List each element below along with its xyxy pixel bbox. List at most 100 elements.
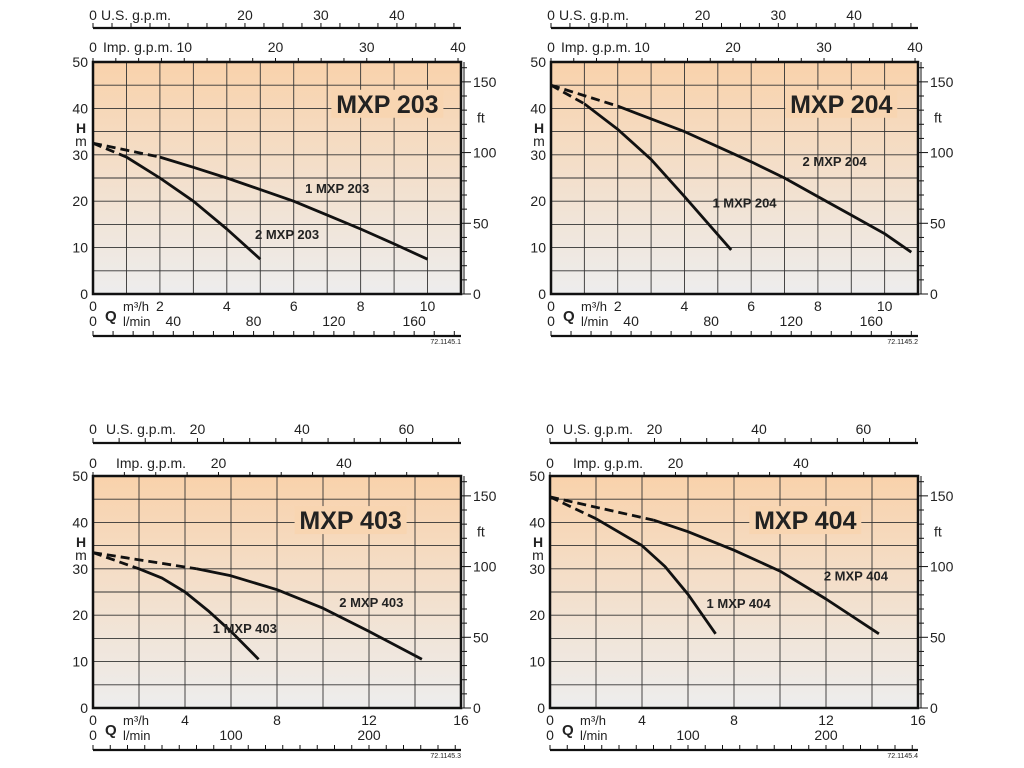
imp-gpm-tick-label: 30 — [816, 39, 832, 55]
m3h-tick-label: 0 — [547, 298, 555, 314]
y-tick-label-ft: 0 — [930, 700, 938, 716]
us-gpm-tick-label: 20 — [647, 421, 663, 437]
x-axis-label-q: Q — [562, 722, 574, 739]
y-tick-label-ft: 150 — [930, 488, 954, 504]
y-tick-label-m: 40 — [529, 514, 545, 530]
y-tick-label-m: 10 — [72, 240, 88, 256]
imp-gpm-tick-label: 20 — [211, 455, 227, 471]
chart-title: MXP 403 — [299, 507, 401, 535]
imp-gpm-tick-label: 10 — [176, 39, 192, 55]
y-tick-label-m: 10 — [530, 240, 546, 256]
m3h-tick-label: 12 — [818, 712, 834, 728]
lmin-tick-label: 0 — [89, 727, 97, 743]
y-tick-label-m: 10 — [72, 654, 88, 670]
y-tick-label-m: 30 — [530, 147, 546, 163]
m3h-tick-label: 0 — [546, 712, 554, 728]
imp-gpm-tick-label: 40 — [793, 455, 809, 471]
title-backdrop — [331, 89, 444, 118]
y-tick-label-ft: 50 — [473, 629, 489, 645]
us-gpm-tick-label: 40 — [846, 7, 862, 23]
y-tick-label-m: 40 — [530, 100, 546, 116]
curve-2-mxp-204 — [617, 104, 913, 254]
m3h-tick-label: 10 — [877, 298, 893, 314]
us-gpm-tick-label: 0 — [89, 7, 97, 23]
y-axis-label-h: H — [534, 120, 544, 136]
lmin-tick-label: 40 — [166, 313, 182, 329]
x-axis-label-q: Q — [563, 308, 575, 325]
y-tick-label-m: 0 — [80, 286, 88, 302]
title-backdrop — [749, 506, 862, 535]
y-tick-label-m: 30 — [72, 561, 88, 577]
us-gpm-tick-label: 20 — [237, 7, 253, 23]
plot-frame — [91, 60, 463, 296]
y-tick-label-ft: 50 — [473, 215, 489, 231]
y-axis-label-ft: ft — [477, 110, 485, 126]
lmin-tick-label: 80 — [703, 313, 719, 329]
y-tick-label-ft: 150 — [930, 74, 954, 90]
lmin-tick-label: 100 — [219, 727, 243, 743]
us-gpm-tick-label: 60 — [399, 421, 415, 437]
lmin-tick-label: 160 — [860, 313, 884, 329]
curve-dashed-1-mxp-203 — [92, 141, 161, 159]
x-axis-label-m3h: m³/h — [581, 299, 607, 314]
lmin-tick-label: 160 — [402, 313, 426, 329]
us-gpm-tick-label: 20 — [695, 7, 711, 23]
us-gpm-tick-label: 0 — [547, 7, 555, 23]
curve-2-mxp-404 — [653, 518, 880, 635]
lmin-tick-label: 0 — [546, 727, 554, 743]
figure-code: 72.1145.3 — [430, 753, 461, 760]
m3h-tick-label: 10 — [420, 298, 436, 314]
m3h-tick-label: 8 — [357, 298, 365, 314]
us-gpm-tick-label: 20 — [190, 421, 206, 437]
series-label: 2 MXP 404 — [824, 568, 889, 583]
imp-gpm-axis-label: Imp. g.p.m. — [573, 455, 643, 471]
y-tick-label-m: 0 — [537, 700, 545, 716]
y-axis-label-ft: ft — [934, 524, 942, 540]
y-tick-label-ft: 100 — [930, 145, 954, 161]
imp-gpm-tick-label: 20 — [268, 39, 284, 55]
chart-title: MXP 204 — [790, 91, 892, 119]
series-label: 1 MXP 404 — [707, 596, 772, 611]
y-tick-label-ft: 0 — [930, 286, 938, 302]
x-axis-label-q: Q — [105, 722, 117, 739]
y-tick-label-m: 50 — [72, 54, 88, 70]
m3h-tick-label: 8 — [273, 712, 281, 728]
lmin-tick-label: 0 — [547, 313, 555, 329]
lmin-tick-label: 100 — [676, 727, 700, 743]
curve-dashed-2-mxp-204 — [550, 83, 619, 108]
m3h-tick-label: 0 — [89, 298, 97, 314]
plot-frame — [549, 60, 920, 296]
imp-gpm-tick-label: 0 — [89, 39, 97, 55]
y-tick-label-ft: 100 — [473, 559, 497, 575]
curve-2-mxp-203 — [125, 155, 262, 261]
m3h-tick-label: 2 — [614, 298, 622, 314]
lmin-tick-label: 40 — [623, 313, 639, 329]
us-gpm-axis-label: U.S. g.p.m. — [559, 7, 629, 23]
us-gpm-tick-label: 30 — [313, 7, 329, 23]
x-axis-label-lmin: l/min — [123, 728, 150, 743]
y-tick-label-m: 0 — [538, 286, 546, 302]
lmin-tick-label: 200 — [814, 727, 838, 743]
figure-code: 72.1145.2 — [887, 339, 918, 346]
imp-gpm-tick-label: 40 — [907, 39, 923, 55]
imp-gpm-tick-label: 40 — [450, 39, 466, 55]
y-axis-label-h: H — [533, 534, 543, 550]
imp-gpm-tick-label: 40 — [336, 455, 352, 471]
y-axis-label-m: m — [75, 133, 87, 149]
y-tick-label-ft: 100 — [930, 559, 954, 575]
imp-gpm-tick-label: 10 — [634, 39, 650, 55]
y-tick-label-ft: 0 — [473, 700, 481, 716]
series-label: 1 MXP 204 — [712, 196, 777, 211]
y-tick-label-m: 30 — [529, 561, 545, 577]
plot-frame — [548, 474, 920, 710]
m3h-tick-label: 16 — [453, 712, 469, 728]
imp-gpm-tick-label: 0 — [547, 39, 555, 55]
lmin-tick-label: 120 — [780, 313, 804, 329]
series-label: 2 MXP 403 — [339, 595, 403, 610]
curve-dashed-2-mxp-403 — [92, 551, 197, 571]
